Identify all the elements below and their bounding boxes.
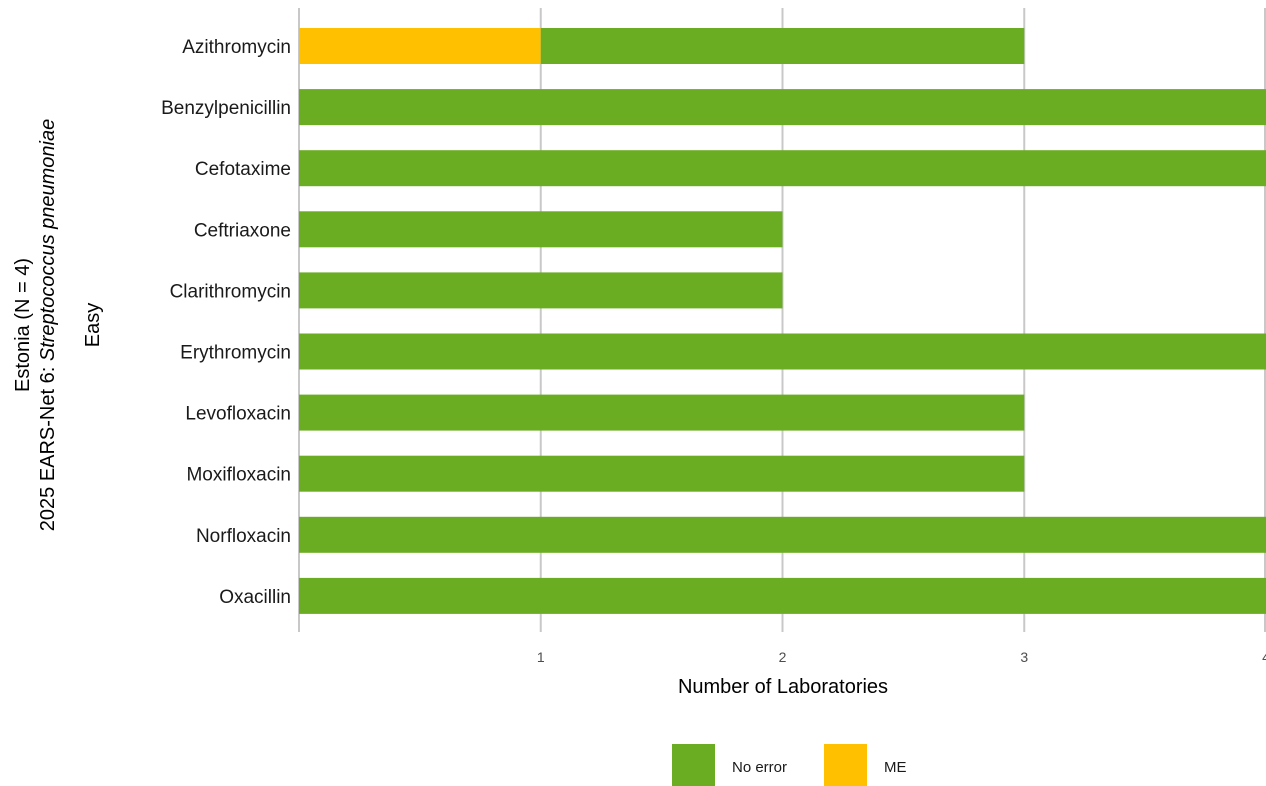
legend: No error ME	[672, 744, 907, 786]
y-axis-title-line: 2025 EARS-Net 6: Streptococcus pneumonia…	[37, 119, 59, 531]
y-axis-title-line: Estonia (N = 4)	[12, 258, 34, 392]
category-label: Cefotaxime	[195, 159, 291, 180]
y-axis-title-part: Estonia (N = 4)	[12, 258, 34, 392]
bar-no-error	[299, 89, 1266, 126]
bar-no-error	[299, 577, 1266, 614]
bar-no-error	[299, 394, 1025, 431]
x-axis-title: Number of Laboratories	[678, 676, 888, 698]
bar-no-error	[299, 333, 1266, 370]
y-axis-title: 2025 EARS-Net 6: Streptococcus pneumonia…	[12, 119, 104, 531]
x-tick-label: 1	[537, 649, 545, 665]
y-axis-title-line: Easy	[82, 303, 104, 347]
category-label: Oxacillin	[219, 587, 291, 608]
bar-no-error	[299, 516, 1266, 553]
legend-swatch	[824, 744, 867, 786]
legend-label: ME	[884, 759, 907, 776]
y-axis-title-part: Easy	[82, 303, 104, 347]
category-label: Moxifloxacin	[186, 465, 291, 486]
category-label: Benzylpenicillin	[161, 98, 291, 119]
legend-label: No error	[732, 759, 787, 776]
x-tick-label: 3	[1020, 649, 1028, 665]
category-label: Azithromycin	[182, 37, 291, 58]
category-label: Clarithromycin	[170, 281, 291, 302]
category-label: Levofloxacin	[185, 404, 291, 425]
x-tick-label: 4	[1262, 649, 1266, 665]
category-label: Norfloxacin	[196, 526, 291, 547]
bar-no-error	[299, 211, 783, 248]
category-label: Ceftriaxone	[194, 220, 291, 241]
bar-no-error	[299, 272, 783, 309]
x-tick-label: 2	[779, 649, 787, 665]
legend-swatch	[672, 744, 715, 786]
category-label: Erythromycin	[180, 343, 291, 364]
category-labels: Azithromycin Benzylpenicillin Cefotaxime Ce…	[161, 37, 291, 608]
bars	[299, 28, 1266, 614]
y-axis-title-part: Streptococcus pneumoniae	[37, 119, 59, 361]
bar-no-error	[299, 455, 1025, 492]
x-tick-labels: 1 2 3 4	[537, 649, 1266, 665]
bar-no-error	[540, 28, 1025, 64]
y-axis-title-part: 2025 EARS-Net 6:	[37, 361, 59, 531]
bar-me	[299, 28, 541, 64]
bar-no-error	[299, 150, 1266, 187]
